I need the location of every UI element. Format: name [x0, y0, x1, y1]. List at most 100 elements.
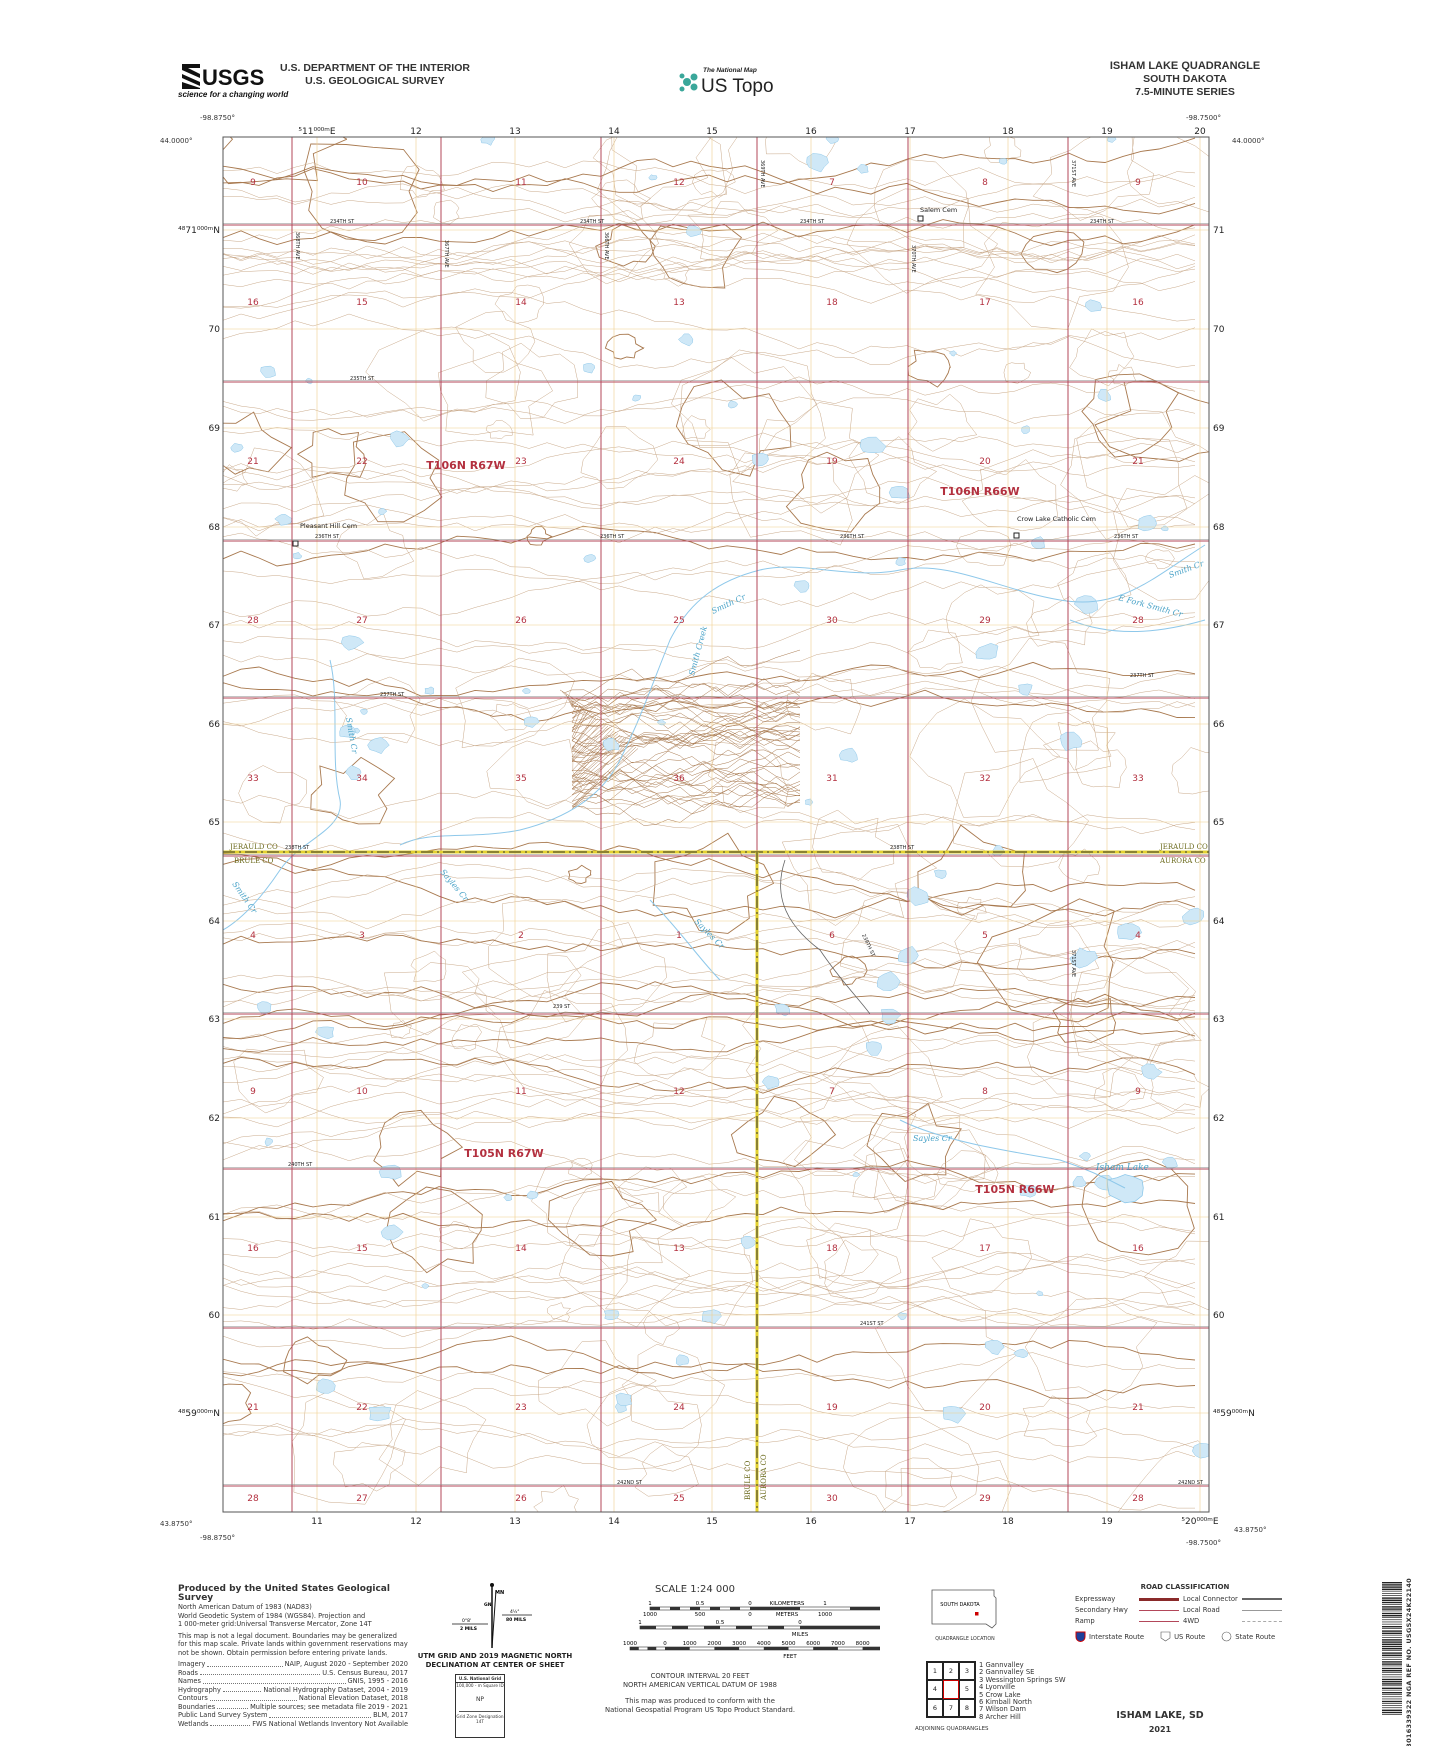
contour-line: [296, 428, 366, 478]
contour-line: [1107, 363, 1137, 387]
contour-line: [1020, 230, 1085, 274]
contour-line: [1081, 1158, 1195, 1256]
scale-tick: 0: [798, 1620, 802, 1626]
barcode-bar: [1382, 1656, 1402, 1658]
contour-line: [558, 1229, 691, 1328]
contour-line: [223, 934, 1196, 970]
contour-line: [223, 1252, 1196, 1289]
usng-subtitle: 100,000 - m Square ID: [456, 1683, 504, 1688]
scale-bar-segment: [736, 1626, 752, 1629]
contour-line: [571, 710, 801, 762]
contour-line: [223, 396, 1196, 424]
scale-tick: 3000: [732, 1641, 746, 1647]
contour-line: [537, 1340, 657, 1427]
contour-line: [873, 1129, 991, 1208]
pond: [367, 737, 390, 755]
contour-line: [526, 525, 554, 546]
mag-mils: 80 MILS: [506, 1617, 526, 1623]
pond: [1073, 595, 1098, 614]
contour-line: [223, 137, 1196, 193]
legend-ramp: Ramp: [1075, 1617, 1095, 1625]
contour-line: [1094, 380, 1209, 462]
pond: [1192, 1443, 1209, 1459]
contour-line: [571, 713, 801, 740]
legend-us-route: US Route: [1174, 1632, 1206, 1641]
section-number: 25: [673, 616, 684, 626]
road-label: 237TH ST: [1130, 673, 1155, 679]
quadrangle-title: ISHAM LAKE QUADRANGLE: [1109, 60, 1261, 72]
pond: [1161, 1156, 1178, 1170]
road-label: 236TH ST: [840, 534, 865, 540]
utm-easting-label: 12: [410, 1517, 421, 1527]
usng-gzd-label: Grid Zone Designation: [456, 1714, 504, 1719]
contour-line: [571, 709, 801, 744]
map-frame-background: [223, 137, 1209, 1512]
department-name: U.S. DEPARTMENT OF THE INTERIOR: [280, 62, 470, 74]
contour-line: [223, 186, 1196, 231]
scale-tick: 2000: [707, 1641, 721, 1647]
barcode-bar: [1382, 1670, 1402, 1672]
contour-line: [1070, 959, 1202, 1069]
grid-mils: 2 MILS: [460, 1626, 477, 1632]
scale-tick: 0: [748, 1601, 752, 1607]
section-number: 30: [826, 1494, 838, 1504]
road-label: 234TH ST: [1090, 219, 1115, 225]
barcode-bar: [1382, 1654, 1402, 1656]
usng-gzd: 14T: [476, 1719, 484, 1724]
contour-line: [496, 990, 628, 1096]
stream: [649, 899, 721, 981]
source-row: Public Land Survey System BLM, 2017: [178, 1711, 408, 1720]
barcode-bar: [1382, 1612, 1402, 1615]
road-label: 369TH AVE: [759, 160, 765, 188]
adjoining-quad-name: 6 Kimball North: [979, 1698, 1032, 1707]
pond: [293, 552, 303, 560]
contour-line: [223, 682, 1196, 723]
source-value: BLM, 2017: [373, 1711, 408, 1719]
section-number: 9: [1135, 178, 1141, 188]
utm-northing-label: 66: [209, 720, 221, 730]
topographic-map[interactable]: -98.8750° 44.0000° -98.7500° 44.0000° 43…: [0, 0, 1445, 1560]
section-number: 25: [673, 1494, 684, 1504]
contour-line: [586, 1383, 702, 1468]
stream: [399, 829, 521, 846]
adjoining-quad-name: 4 Lyonville: [979, 1683, 1016, 1692]
barcode-bar: [1382, 1665, 1402, 1667]
road-label: 241ST ST: [860, 1321, 885, 1327]
magnetic-north-line: [491, 1589, 497, 1649]
source-row: Names GNIS, 1995 - 2016: [178, 1677, 408, 1686]
contour-line: [604, 333, 645, 360]
stream: [1069, 619, 1206, 633]
contour-line: [455, 310, 536, 373]
contour-line: [634, 1444, 699, 1497]
contour-line: [781, 824, 937, 926]
source-value: National Hydrography Dataset, 2004 - 201…: [263, 1685, 408, 1694]
adjoining-quadrangles-list: 1 Gannvalley 2 Gannvalley SE 3 Wessington …: [979, 1661, 1066, 1721]
contour-line: [433, 199, 460, 225]
contour-line: [223, 977, 1196, 1010]
section-number: 12: [673, 178, 684, 188]
pond: [274, 514, 293, 526]
se-latitude: 43.8750°: [1234, 1526, 1266, 1534]
source-value: Multiple sources; see metadata file 2019…: [250, 1702, 408, 1711]
contour-line: [223, 494, 1196, 534]
road-label: 242ND ST: [617, 1480, 643, 1486]
scale-tick: 5000: [782, 1641, 796, 1647]
barcode-bar: [1382, 1659, 1402, 1660]
contour-line: [633, 1016, 726, 1080]
scale-bar-segment: [690, 1607, 700, 1610]
contour-line: [223, 1199, 1196, 1231]
road-label: 242ND ST: [1178, 1480, 1204, 1486]
section-number: 8: [982, 1087, 988, 1097]
utm-northing-label: 66: [1213, 720, 1225, 730]
contour-line: [571, 706, 801, 750]
township-label: T105N R66W: [975, 1183, 1054, 1196]
utm-northing-label: ⁴⁸59⁰⁰⁰ᵐN: [178, 1409, 220, 1419]
section-number: 33: [247, 774, 258, 784]
road-label: 239 ST: [553, 1004, 571, 1010]
pond: [390, 430, 411, 448]
section-number: 11: [515, 1087, 526, 1097]
source-row: Imagery NAIP, August 2020 - September 202…: [178, 1660, 408, 1669]
scale-bar-segment: [750, 1607, 800, 1610]
contour-line: [1076, 409, 1209, 528]
contour-line: [223, 559, 1196, 608]
